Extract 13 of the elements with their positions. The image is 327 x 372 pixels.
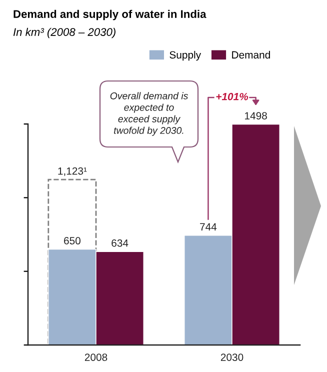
- text: +101%: [216, 92, 248, 100]
- x-tick-label: 2008: [84, 354, 108, 361]
- data-label: 744: [200, 223, 217, 230]
- data-label: 1498: [245, 112, 267, 120]
- x-tick-label: 2030: [220, 354, 244, 361]
- data-label: 1,123¹: [58, 167, 87, 176]
- data-label: 634: [112, 239, 128, 247]
- annotation: Overall demand is expected to exceed supply twofold by 2030.: [110, 92, 188, 136]
- chart-subtitle: In km³ (2008 – 2030): [13, 28, 116, 38]
- data-label: 650: [64, 237, 80, 244]
- legend-label: Demand: [232, 50, 270, 59]
- chart-title: Demand and supply of water in India: [14, 10, 206, 20]
- legend-label: Supply: [170, 50, 202, 61]
